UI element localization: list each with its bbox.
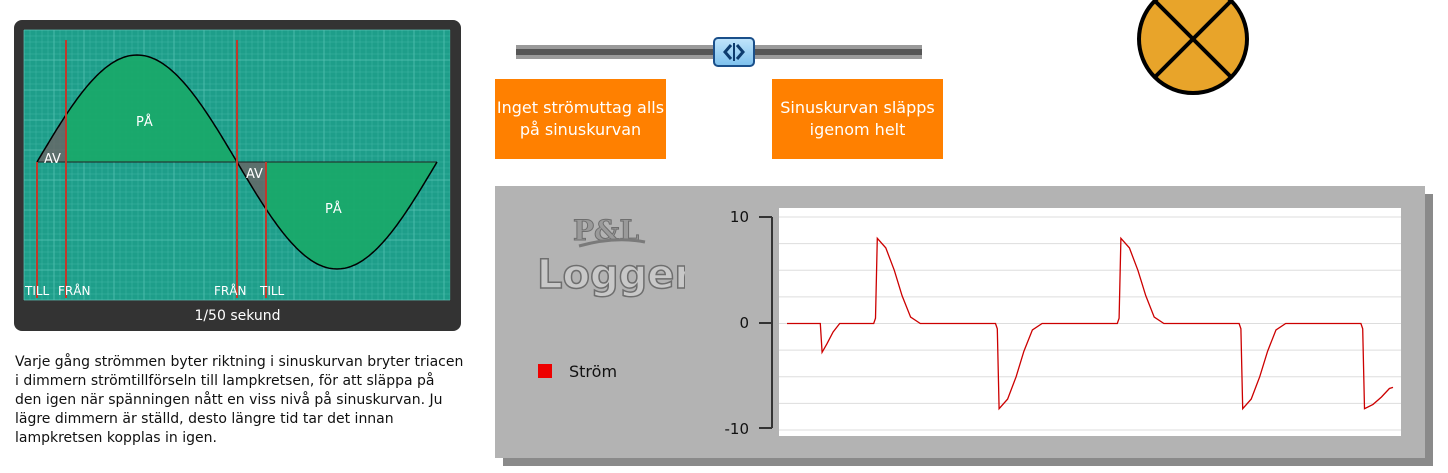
- no-current-button[interactable]: Inget strömuttag alls på sinuskurvan: [495, 79, 666, 159]
- label-off-right: AV: [246, 167, 263, 182]
- sine-wave-diagram: PÅ PÅ AV AV TILL FRÅN FRÅN TILL: [23, 29, 451, 301]
- lamp-symbol-icon: [1137, 0, 1249, 95]
- no-current-label: Inget strömuttag alls på sinuskurvan: [496, 98, 665, 139]
- label-off-left: AV: [44, 152, 61, 167]
- logger-panel: P&L Logger Ström 10 0 -10: [495, 186, 1425, 458]
- series-line-strom: [787, 236, 1394, 411]
- logo-line2: Logger: [537, 252, 685, 298]
- oscilloscope-panel: PÅ PÅ AV AV TILL FRÅN FRÅN TILL 1/50 sek…: [14, 20, 461, 331]
- time-caption: 1/50 sekund: [194, 308, 281, 324]
- label-till-1: TILL: [24, 284, 50, 298]
- description-text: Varje gång strömmen byter riktning i sin…: [15, 354, 464, 446]
- label-till-2: TILL: [259, 284, 285, 298]
- y-tick-10: 10: [729, 208, 749, 226]
- legend-label: Ström: [569, 362, 618, 381]
- full-sine-label: Sinuskurvan släpps igenom helt: [780, 98, 935, 139]
- label-on-bottom: PÅ: [325, 201, 342, 217]
- chart-plot-area: [779, 208, 1401, 436]
- pl-logger-logo: P&L Logger: [536, 214, 685, 299]
- dimmer-slider-handle[interactable]: [713, 37, 755, 67]
- y-tick-minus-10: -10: [724, 420, 750, 438]
- label-on-top: PÅ: [136, 114, 153, 130]
- on-region-bottom: [266, 162, 437, 269]
- y-tick-0: 0: [739, 314, 749, 332]
- y-axis: [759, 216, 773, 429]
- left-right-arrows-icon: [723, 43, 745, 61]
- current-chart: [779, 216, 1401, 431]
- on-region-top: [66, 55, 237, 162]
- label-fran-1: FRÅN: [58, 283, 90, 298]
- full-sine-button[interactable]: Sinuskurvan släpps igenom helt: [772, 79, 943, 159]
- legend-swatch: [538, 364, 552, 378]
- label-fran-2: FRÅN: [214, 283, 246, 298]
